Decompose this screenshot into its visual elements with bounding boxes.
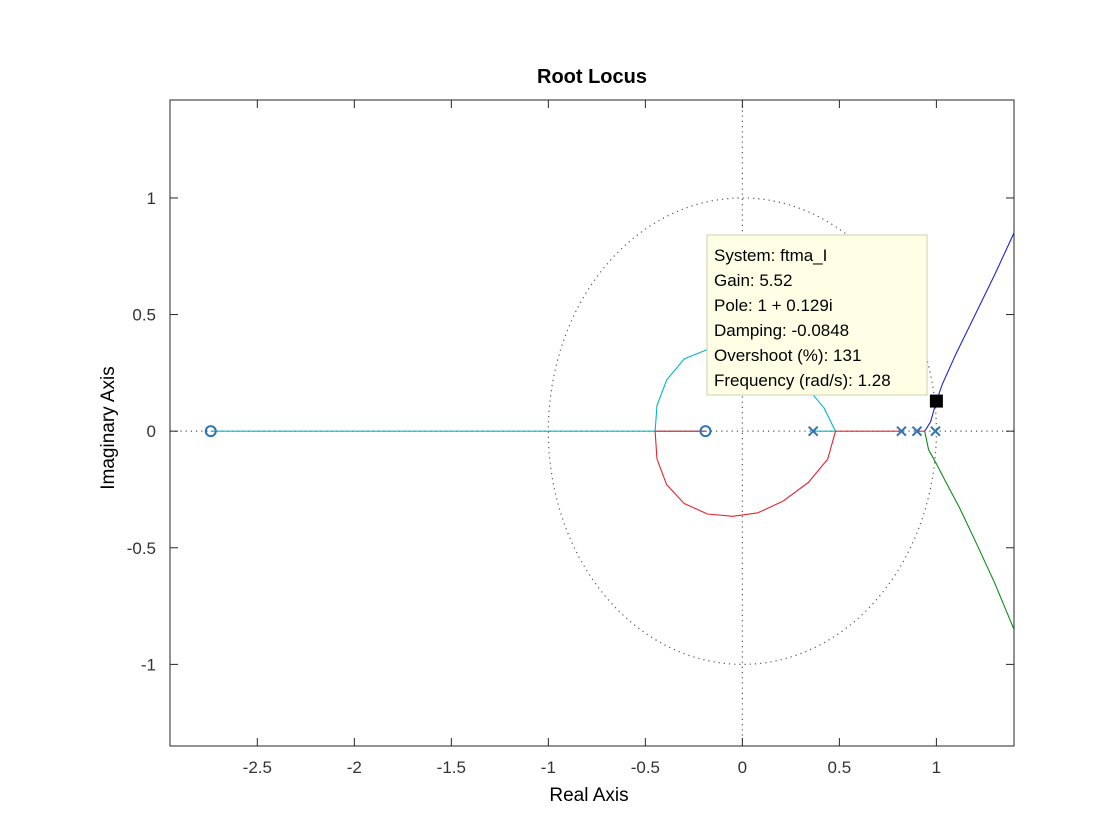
pole-marker-4 [930,425,941,437]
x-tick-label: -1.5 [437,758,466,777]
zero-marker-2 [699,425,712,438]
locus-branch-10 [924,431,1014,630]
pole-zero-markers [204,425,941,438]
datatip-line-4: Damping: -0.0848 [714,321,849,340]
y-tick-label: 0 [147,422,156,441]
plot-area [169,99,1015,747]
datatip[interactable]: System: ftma_I Gain: 5.52 Pole: 1 + 0.129i… [706,234,943,408]
x-tick-label: 1 [932,758,941,777]
locus-branches [210,232,1014,630]
chart-title: Root Locus [537,66,647,88]
locus-branch-9 [924,232,1014,432]
y-axis-label: Imaginary Axis [98,366,119,490]
x-tick-label: -1 [541,758,556,777]
datatip-line-3: Pole: 1 + 0.129i [714,296,833,315]
x-axis-label: Real Axis [549,785,628,806]
x-tick-label: -0.5 [631,758,660,777]
ticks: -2.5 -2 -1.5 -1 -0.5 0 0.5 1 -1 -0.5 0 0.5 1 [127,100,1014,777]
x-tick-label: 0 [738,758,747,777]
x-tick-label: -2 [347,758,362,777]
y-tick-label: 1 [147,189,156,208]
datatip-line-5: Overshoot (%): 131 [714,346,861,365]
zero-marker-1 [204,425,217,438]
pole-marker-2 [896,425,907,437]
x-tick-label: 0.5 [828,758,852,777]
locus-branch-5 [654,431,837,517]
datatip-line-1: System: ftma_I [714,246,827,265]
y-tick-label: -0.5 [127,539,156,558]
selected-point-marker[interactable] [929,394,943,408]
pole-marker-3 [911,425,923,437]
x-tick-label: -2.5 [243,758,272,777]
y-tick-label: -1 [141,655,156,674]
datatip-line-6: Frequency (rad/s): 1.28 [714,371,891,390]
datatip-box [706,234,928,396]
pole-marker-1 [807,425,819,437]
datatip-line-2: Gain: 5.52 [714,271,792,290]
y-tick-label: 0.5 [132,306,156,325]
